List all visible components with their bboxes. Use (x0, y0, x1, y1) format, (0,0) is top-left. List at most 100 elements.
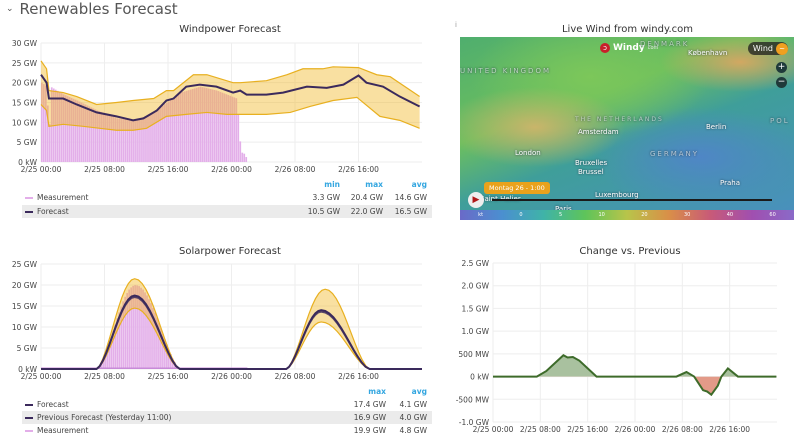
layer-label: Wind (752, 44, 773, 53)
measurement-bar (100, 111, 103, 162)
legend-header-max[interactable]: max (365, 180, 383, 189)
measurement-bar (164, 339, 166, 369)
measurement-bar (166, 344, 168, 369)
measurement-swatch (25, 197, 33, 199)
x-tick-label: 2/26 08:00 (275, 372, 316, 381)
measurement-bar (56, 90, 59, 162)
measurement-bar (108, 115, 111, 162)
scale-label: 30 (683, 212, 691, 218)
measurement-bar (124, 296, 127, 369)
measurement-bar (42, 84, 45, 162)
measurement-bar (227, 95, 230, 162)
measurement-bar (132, 120, 134, 162)
measurement-bar (102, 360, 105, 369)
measurement-bar (144, 292, 146, 369)
measurement-bar (241, 152, 244, 162)
measurement-bar (74, 99, 77, 162)
measurement-bar (189, 89, 192, 162)
legend-header-min[interactable]: min (324, 180, 340, 189)
measurement-bar (164, 104, 166, 162)
y-tick-label: 1.0 GW (461, 327, 489, 336)
change-chart[interactable]: -1.0 GW -500 MW 0 kW 500 MW 1.0 GW 1.5 GW 2.0 … (456, 259, 777, 434)
row-header[interactable]: ⌄ Renewables Forecast (6, 0, 178, 18)
measurement-bar (183, 91, 186, 162)
layer-button[interactable]: Wind ~ (747, 42, 788, 55)
measurement-bar (187, 90, 190, 162)
legend-label: Measurement (37, 426, 89, 435)
zoom-out-button[interactable]: − (776, 77, 787, 88)
measurement-bar (48, 124, 51, 162)
x-tick-label: 2/25 16:00 (148, 372, 189, 381)
legend-header-max[interactable]: max (368, 387, 386, 396)
x-tick-label: 2/25 16:00 (567, 425, 608, 434)
y-tick-label: 2.0 GW (461, 282, 489, 291)
x-tick-label: 2/25 08:00 (84, 372, 125, 381)
legend-max: 17.4 GW (353, 400, 386, 409)
measurement-bar (128, 289, 130, 369)
zoom-in-button[interactable]: + (776, 62, 787, 73)
y-tick-label: 10 GW (12, 118, 38, 127)
measurement-bar (82, 103, 85, 162)
legend-item-measurement[interactable]: Measurement 3.3 GW 20.4 GW 14.6 GW (22, 191, 432, 204)
map-label: POL (770, 117, 790, 125)
wind-chart[interactable]: 0 kW 5 GW 10 GW 15 GW 20 GW 25 GW 30 GW 2/25 00… (12, 39, 422, 174)
y-tick-label: 2.5 GW (461, 259, 489, 268)
legend-avg: 16.5 GW (394, 207, 427, 216)
play-button[interactable]: ▶ (468, 192, 484, 208)
measurement-bar (112, 116, 115, 162)
measurement-bar (62, 94, 65, 162)
legend-max: 16.9 GW (353, 413, 386, 422)
legend-avg: 4.0 GW (399, 413, 427, 422)
legend-label: Previous Forecast (Yesterday 11:00) (37, 413, 172, 422)
legend-item-previous-forecast[interactable]: Previous Forecast (Yesterday 11:00) 16.9… (22, 411, 432, 424)
measurement-bar (104, 113, 107, 162)
legend-avg: 4.8 GW (399, 426, 427, 435)
measurement-bar (181, 91, 184, 162)
measurement-bar (179, 92, 182, 162)
solar-panel-title[interactable]: Solarpower Forecast (179, 246, 281, 257)
legend-item-forecast[interactable]: Forecast 17.4 GW 4.1 GW (22, 398, 432, 411)
measurement-bar (193, 88, 196, 162)
measurement-bar (169, 354, 172, 369)
windy-panel-title[interactable]: Live Wind from windy.com (561, 24, 694, 35)
measurement-bar (237, 114, 240, 162)
measurement-bar (122, 301, 125, 369)
change-panel-title[interactable]: Change vs. Previous (579, 246, 681, 257)
legend-item-forecast[interactable]: Forecast 10.5 GW 22.0 GW 16.5 GW (22, 205, 432, 218)
map-label: THE NETHERLANDS (575, 116, 664, 123)
measurement-bar (144, 116, 146, 162)
chevron-down-icon[interactable]: ⌄ (6, 4, 14, 14)
x-tick-label: 2/26 00:00 (211, 372, 252, 381)
measurement-bar (118, 118, 121, 162)
y-tick-label: 15 GW (12, 302, 38, 311)
map-label: GERMANY (650, 150, 700, 158)
legend-item-measurement[interactable]: Measurement 19.9 GW 4.8 GW (22, 424, 432, 437)
measurement-bar (60, 93, 63, 162)
windy-map[interactable]: ↄ Windy com Wind ~ + − UNITED KINGDOM DE… (460, 37, 794, 220)
y-tick-label: 500 MW (458, 350, 489, 359)
legend-header-avg[interactable]: avg (411, 180, 427, 189)
wind-panel-title[interactable]: Windpower Forecast (179, 24, 281, 35)
legend-header-avg[interactable]: avg (411, 387, 427, 396)
measurement-bar (150, 114, 152, 162)
map-label: UNITED KINGDOM (460, 67, 551, 75)
measurement-bar (44, 85, 47, 162)
measurement-bar (58, 92, 61, 162)
row-title: Renewables Forecast (19, 0, 178, 18)
measurement-bar (120, 306, 123, 369)
legend-max: 19.9 GW (353, 426, 386, 435)
measurement-bar (171, 358, 174, 369)
legend-label: Forecast (37, 400, 69, 409)
measurement-bar (207, 88, 210, 162)
measurement-bar (134, 119, 136, 162)
measurement-bar (152, 112, 154, 162)
map-label: Amsterdam (578, 128, 619, 136)
y-tick-label: -500 MW (456, 395, 490, 404)
y-tick-label: 30 GW (12, 39, 38, 48)
solar-chart[interactable]: 0 kW 5 GW 10 GW 15 GW 20 GW 25 GW 2/25 00:00 2/… (12, 260, 422, 381)
measurement-bar (124, 119, 127, 162)
info-icon[interactable]: i (455, 21, 457, 29)
x-tick-label: 2/26 00:00 (615, 425, 656, 434)
band-lower-line (40, 96, 420, 131)
timeline-slider[interactable] (492, 199, 772, 201)
